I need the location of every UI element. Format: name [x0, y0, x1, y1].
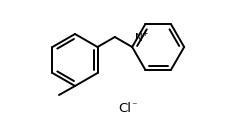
- Text: N: N: [134, 33, 142, 43]
- Text: +: +: [140, 29, 147, 38]
- Text: ⁻: ⁻: [130, 101, 136, 111]
- Text: Cl: Cl: [118, 103, 130, 115]
